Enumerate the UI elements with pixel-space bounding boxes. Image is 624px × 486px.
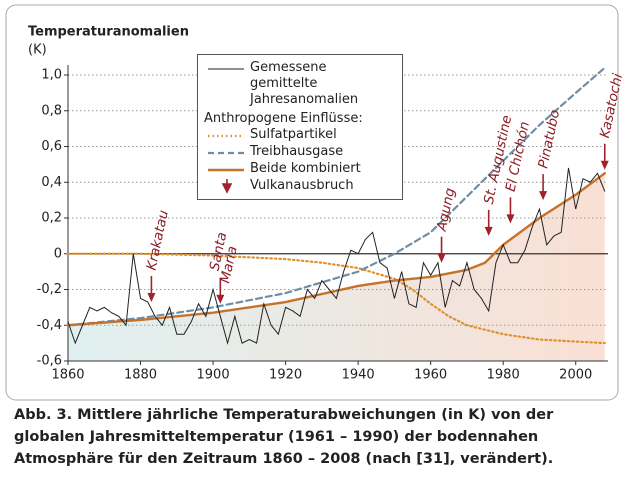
x-tick-label: 2000 bbox=[559, 368, 592, 383]
y-tick-label: -0,4 bbox=[37, 318, 62, 333]
swatch bbox=[208, 134, 244, 138]
x-tick-label: 1880 bbox=[124, 368, 157, 383]
x-tick-label: 1980 bbox=[487, 368, 520, 383]
y-tick-label: 1,0 bbox=[41, 68, 62, 83]
y-tick-label: 0,2 bbox=[41, 211, 62, 226]
legend-label: Sulfatpartikel bbox=[250, 127, 337, 142]
volcano-label: Krakatau bbox=[144, 209, 172, 272]
x-tick-label: 1860 bbox=[51, 368, 84, 383]
series-line bbox=[66, 172, 606, 327]
series-line bbox=[66, 252, 606, 345]
volcano-arrowhead bbox=[539, 191, 548, 201]
volcano-label: Pinatubo bbox=[535, 108, 563, 169]
series-line bbox=[67, 167, 606, 346]
legend-swatch bbox=[204, 178, 250, 194]
y-tick-label: -0,6 bbox=[37, 354, 62, 369]
chart-title: Temperaturanomalien bbox=[28, 25, 189, 40]
legend-swatch bbox=[204, 161, 250, 177]
volcano-arrowhead bbox=[147, 293, 156, 303]
x-tick-label: 1940 bbox=[342, 368, 375, 383]
legend-swatch bbox=[204, 144, 250, 160]
y-axis-label: (K) bbox=[28, 43, 47, 58]
legend-item: Beide kombiniert bbox=[204, 161, 396, 177]
x-tick-label: 1960 bbox=[414, 368, 447, 383]
legend-label: Beide kombiniert bbox=[250, 161, 361, 176]
legend-item: Vulkanausbruch bbox=[204, 178, 396, 194]
y-tick-label: 0,8 bbox=[41, 103, 62, 118]
y-tick-label: -0,2 bbox=[37, 282, 62, 297]
volcano-arrowhead bbox=[437, 253, 446, 263]
legend-label: Gemessene gemittelte Jahresanomalien bbox=[250, 60, 359, 107]
caption-line: globalen Jahresmitteltemperatur (1961 – … bbox=[14, 429, 539, 445]
legend-swatch bbox=[204, 127, 250, 143]
volcano-label: Kasatochi bbox=[597, 72, 624, 139]
swatch bbox=[208, 68, 244, 70]
volcano-arrowhead bbox=[216, 294, 225, 304]
swatch-arrow bbox=[221, 179, 233, 194]
swatch bbox=[208, 151, 244, 155]
volcano-arrowhead bbox=[484, 226, 493, 236]
y-tick-label: 0,6 bbox=[41, 139, 62, 154]
volcano-arrowhead bbox=[506, 214, 515, 224]
frame bbox=[5, 4, 619, 401]
volcano-arrowhead bbox=[600, 160, 609, 170]
volcano-label: SantaMaria bbox=[205, 231, 244, 285]
legend-swatch bbox=[204, 60, 250, 76]
legend-item: Gemessene gemittelte Jahresanomalien bbox=[204, 60, 396, 108]
legend-label: Treibhausgase bbox=[250, 144, 344, 159]
legend-heading: Anthropogene Einflüsse: bbox=[204, 111, 363, 126]
legend-item: Sulfatpartikel bbox=[204, 127, 396, 143]
series-line bbox=[66, 66, 606, 327]
legend: Gemessene gemittelte Jahresanomalien Anth… bbox=[197, 54, 403, 200]
y-tick-label: 0 bbox=[54, 246, 62, 261]
x-tick-label: 1900 bbox=[197, 368, 230, 383]
swatch bbox=[221, 179, 233, 194]
legend-item: Treibhausgase bbox=[204, 144, 396, 160]
swatch bbox=[208, 168, 244, 172]
y-tick-label: 0,4 bbox=[41, 175, 62, 190]
caption-line: Abb. 3. Mittlere jährliche Temperaturabw… bbox=[14, 407, 554, 423]
legend-label: Vulkanausbruch bbox=[250, 178, 354, 193]
caption-line: Atmosphäre für den Zeitraum 1860 – 2008 … bbox=[14, 451, 554, 467]
x-tick-label: 1920 bbox=[269, 368, 302, 383]
